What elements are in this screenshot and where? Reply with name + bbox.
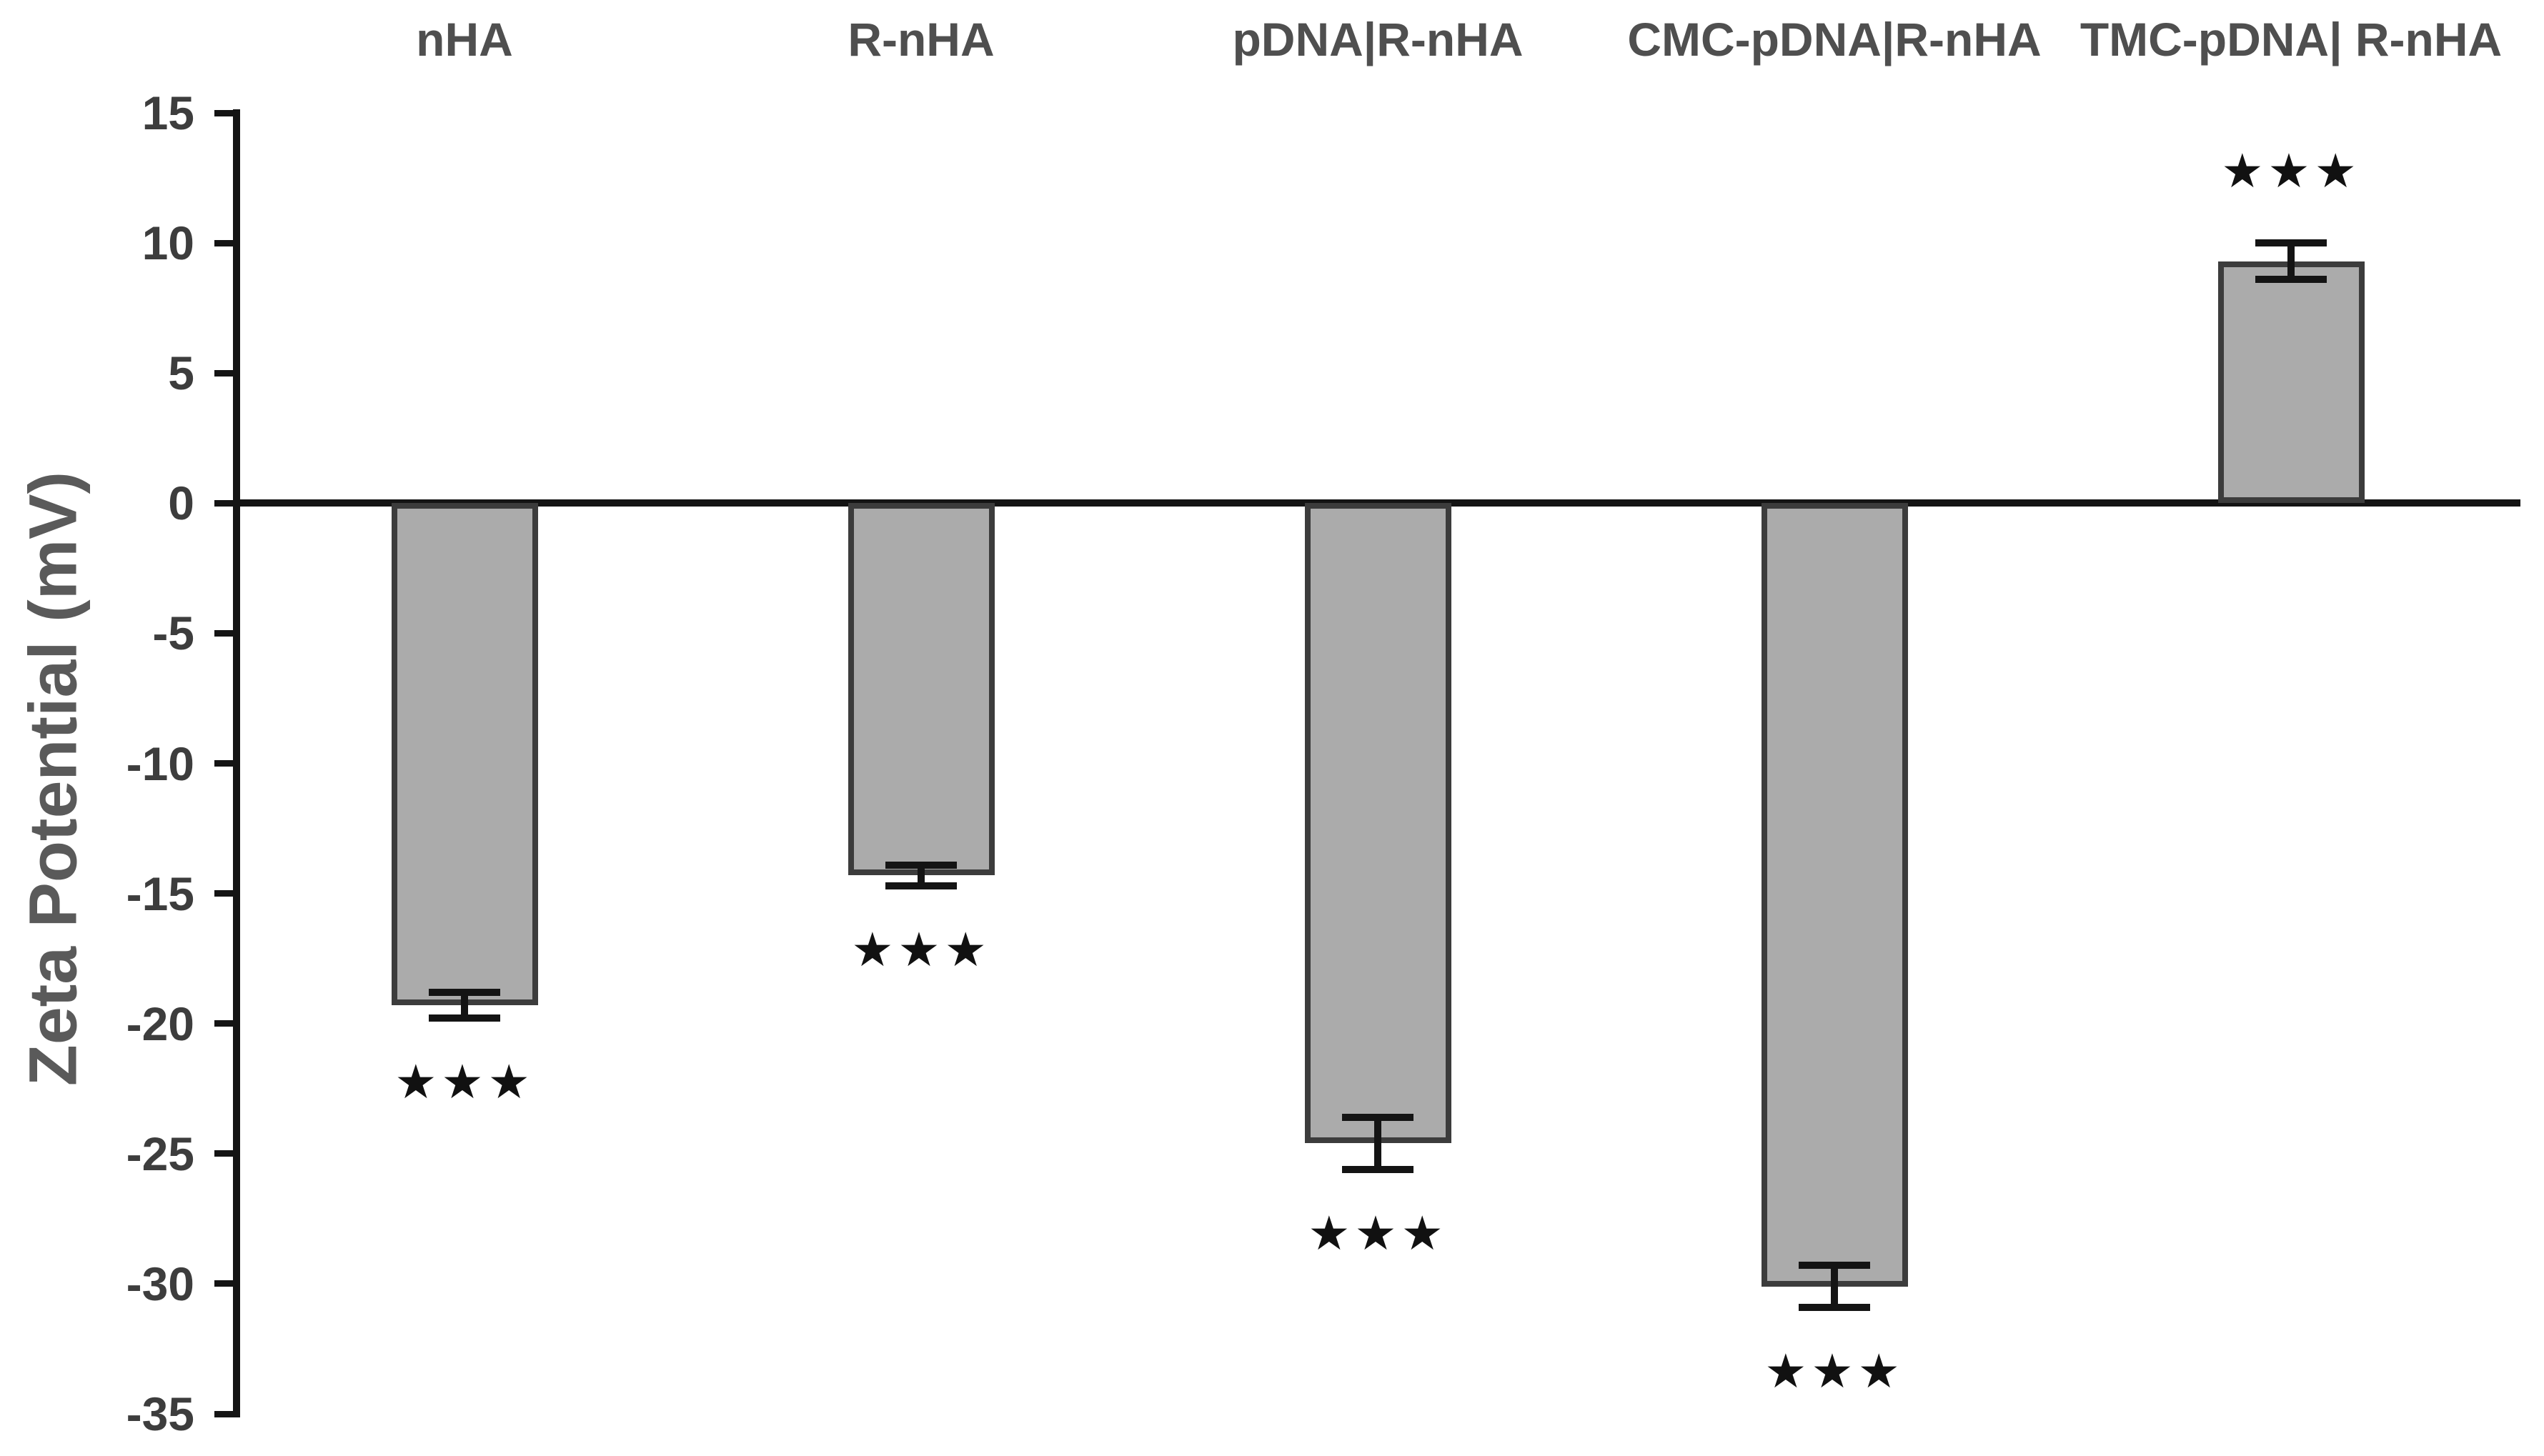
bar	[391, 503, 538, 1006]
y-tick	[214, 369, 239, 377]
y-tick	[214, 1280, 239, 1287]
category-label: nHA	[416, 13, 513, 66]
y-tick-label: -30	[126, 1257, 194, 1310]
bar	[848, 503, 995, 876]
y-tick-label: 5	[168, 346, 194, 400]
y-tick-label: 15	[141, 86, 194, 139]
y-tick-label: -15	[126, 867, 194, 920]
y-tick	[214, 1150, 239, 1157]
error-bar-cap	[885, 861, 957, 869]
y-tick-label: -25	[126, 1127, 194, 1180]
error-bar-cap	[1799, 1303, 1870, 1311]
significance-stars: ★★★	[1308, 1205, 1448, 1261]
significance-stars: ★★★	[1764, 1343, 1904, 1399]
y-tick	[214, 1410, 239, 1417]
error-bar-line	[461, 992, 468, 1019]
y-tick-label: 0	[168, 477, 194, 530]
y-tick-label: -20	[126, 997, 194, 1050]
y-tick	[214, 109, 239, 116]
y-tick	[214, 239, 239, 246]
y-tick	[214, 629, 239, 637]
error-bar-cap	[2255, 276, 2327, 284]
error-bar-line	[1831, 1265, 1838, 1307]
error-bar-line	[1374, 1117, 1381, 1170]
y-tick-label: 10	[141, 216, 194, 270]
error-bar-cap	[2255, 239, 2327, 247]
category-label: R-nHA	[848, 13, 995, 66]
error-bar-cap	[885, 882, 957, 889]
significance-stars: ★★★	[394, 1054, 535, 1110]
error-bar-line	[2287, 243, 2295, 280]
error-bar-line	[918, 864, 925, 886]
error-bar-cap	[1342, 1165, 1413, 1173]
error-bar-cap	[429, 988, 500, 996]
significance-stars: ★★★	[2221, 144, 2361, 199]
y-tick-label: -10	[126, 737, 194, 790]
error-bar-cap	[1799, 1262, 1870, 1270]
category-label: TMC-pDNA| R-nHA	[2080, 13, 2503, 66]
y-tick	[214, 499, 239, 507]
y-tick	[214, 760, 239, 767]
bar	[2217, 261, 2365, 504]
y-tick	[214, 1020, 239, 1027]
bar	[1304, 503, 1451, 1144]
error-bar-cap	[1342, 1113, 1413, 1121]
category-label: CMC-pDNA|R-nHA	[1627, 13, 2042, 66]
bar	[1761, 503, 1908, 1287]
error-bar-cap	[429, 1014, 500, 1022]
y-tick-label: -5	[152, 607, 194, 660]
y-tick	[214, 890, 239, 897]
category-label: pDNA|R-nHA	[1232, 13, 1524, 66]
significance-stars: ★★★	[851, 922, 991, 977]
y-tick-label: -35	[126, 1387, 194, 1440]
